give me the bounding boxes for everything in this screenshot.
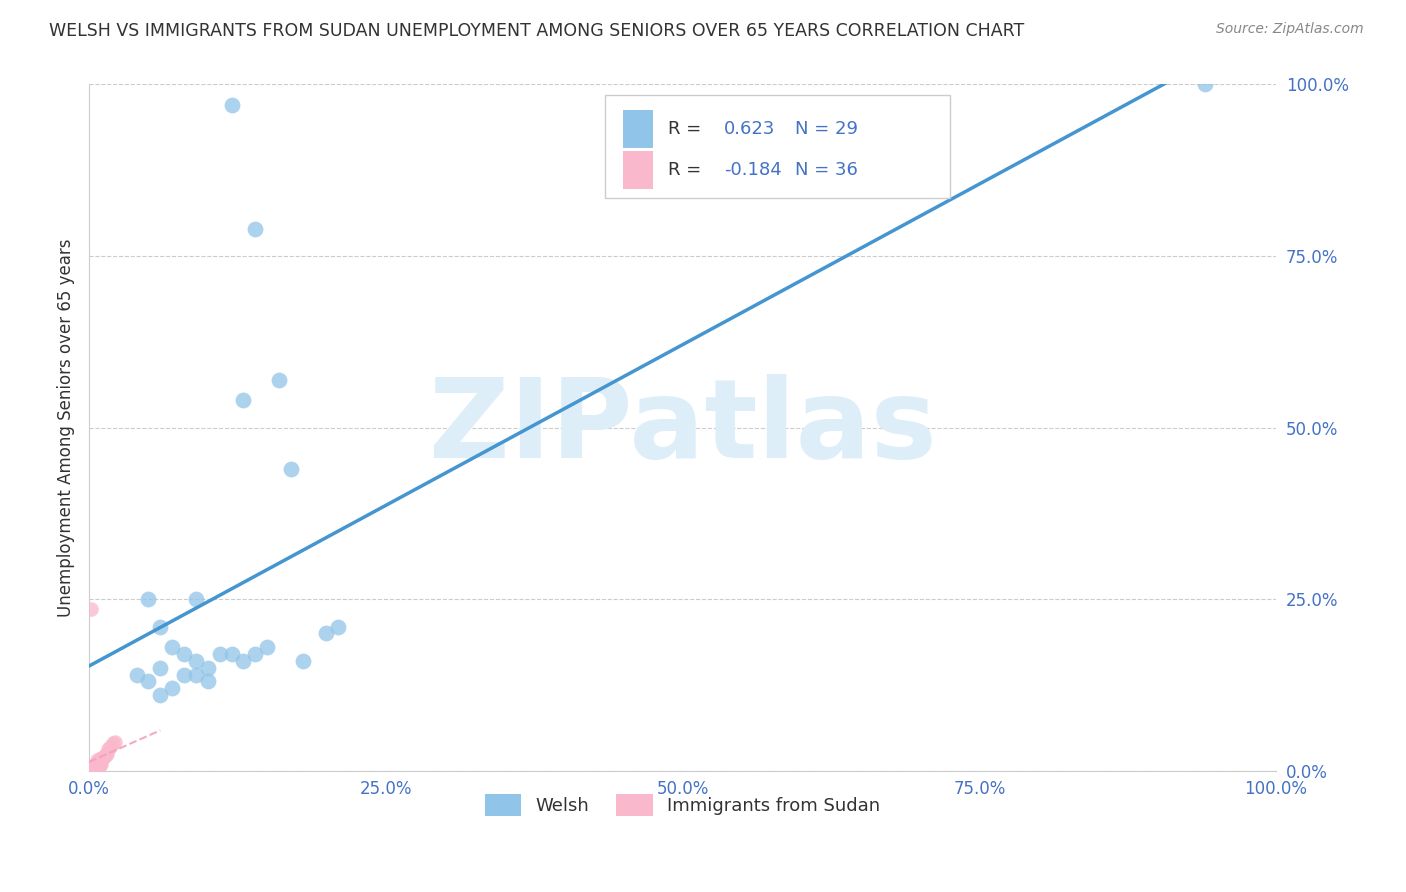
Point	[232, 654, 254, 668]
Point	[90, 756, 112, 771]
Point	[1194, 78, 1216, 92]
Point	[96, 747, 118, 761]
FancyBboxPatch shape	[623, 152, 652, 189]
Point	[89, 757, 111, 772]
Text: N = 36: N = 36	[796, 161, 858, 179]
Point	[91, 751, 114, 765]
Point	[84, 758, 107, 772]
Point	[80, 763, 103, 777]
FancyBboxPatch shape	[606, 95, 949, 198]
Text: R =: R =	[668, 161, 707, 179]
Point	[79, 763, 101, 777]
Point	[86, 758, 108, 772]
Point	[93, 748, 115, 763]
Point	[256, 640, 278, 655]
Point	[315, 626, 337, 640]
Point	[82, 762, 104, 776]
Point	[184, 667, 207, 681]
Point	[149, 619, 172, 633]
Point	[101, 736, 124, 750]
Point	[208, 647, 231, 661]
Point	[80, 763, 103, 777]
Point	[184, 654, 207, 668]
Point	[79, 763, 101, 777]
Point	[82, 762, 104, 776]
Point	[291, 654, 314, 668]
Point	[221, 98, 243, 112]
Text: R =: R =	[668, 120, 707, 138]
Legend: Welsh, Immigrants from Sudan: Welsh, Immigrants from Sudan	[478, 787, 887, 823]
Text: -0.184: -0.184	[724, 161, 782, 179]
Point	[89, 753, 111, 767]
Point	[197, 674, 219, 689]
Point	[149, 688, 172, 702]
Point	[79, 762, 101, 776]
Point	[86, 753, 108, 767]
Point	[84, 760, 107, 774]
Y-axis label: Unemployment Among Seniors over 65 years: Unemployment Among Seniors over 65 years	[58, 238, 75, 616]
Point	[87, 758, 110, 772]
Point	[80, 762, 103, 776]
Point	[80, 763, 103, 777]
Point	[83, 758, 105, 772]
Point	[87, 753, 110, 767]
Point	[83, 762, 105, 776]
Text: ZIPatlas: ZIPatlas	[429, 374, 936, 481]
Point	[80, 602, 103, 616]
Point	[232, 393, 254, 408]
Point	[173, 647, 195, 661]
Point	[97, 741, 120, 756]
FancyBboxPatch shape	[623, 110, 652, 148]
Point	[82, 762, 104, 776]
Point	[94, 747, 117, 761]
Point	[184, 592, 207, 607]
Point	[104, 735, 127, 749]
Point	[86, 757, 108, 772]
Point	[125, 667, 148, 681]
Point	[89, 757, 111, 772]
Point	[90, 751, 112, 765]
Point	[84, 758, 107, 772]
Point	[100, 739, 122, 754]
Point	[221, 647, 243, 661]
Point	[149, 661, 172, 675]
Point	[160, 640, 183, 655]
Point	[91, 751, 114, 765]
Text: WELSH VS IMMIGRANTS FROM SUDAN UNEMPLOYMENT AMONG SENIORS OVER 65 YEARS CORRELAT: WELSH VS IMMIGRANTS FROM SUDAN UNEMPLOYM…	[49, 22, 1025, 40]
Point	[328, 619, 350, 633]
Point	[280, 461, 302, 475]
Point	[173, 667, 195, 681]
Point	[138, 674, 160, 689]
Point	[160, 681, 183, 696]
Point	[197, 661, 219, 675]
Text: N = 29: N = 29	[796, 120, 858, 138]
Point	[245, 221, 267, 235]
Point	[267, 372, 290, 386]
Text: Source: ZipAtlas.com: Source: ZipAtlas.com	[1216, 22, 1364, 37]
Text: 0.623: 0.623	[724, 120, 776, 138]
Point	[138, 592, 160, 607]
Point	[87, 753, 110, 767]
Point	[245, 647, 267, 661]
